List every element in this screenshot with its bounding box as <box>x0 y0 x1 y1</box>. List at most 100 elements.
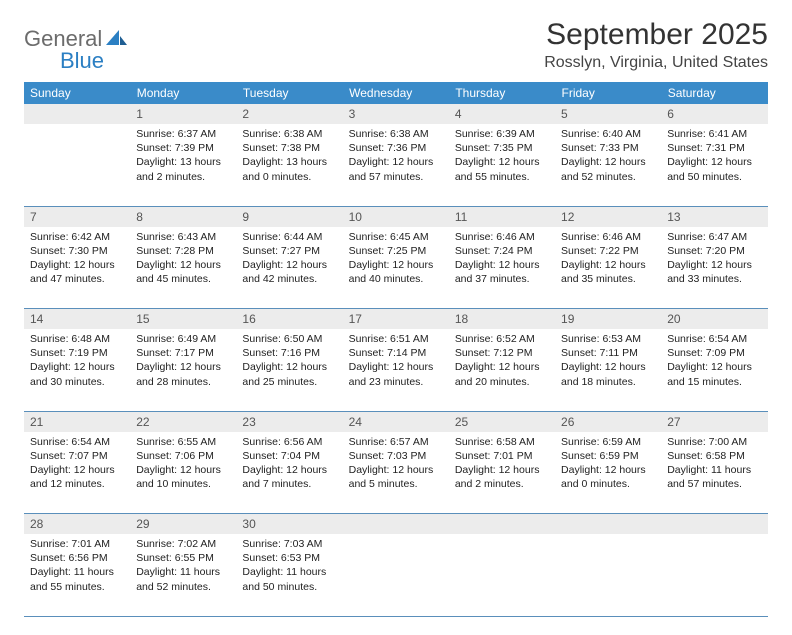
daylight-text: Daylight: 12 hours and 15 minutes. <box>667 360 761 388</box>
daynum-row: 21222324252627 <box>24 411 768 432</box>
sunrise-text: Sunrise: 6:52 AM <box>455 332 549 346</box>
day-number: 23 <box>236 411 342 432</box>
day-cell-body: Sunrise: 6:40 AMSunset: 7:33 PMDaylight:… <box>555 124 661 190</box>
sunset-text: Sunset: 7:11 PM <box>561 346 655 360</box>
daylight-text: Daylight: 11 hours and 50 minutes. <box>242 565 336 593</box>
day-cell-body: Sunrise: 6:41 AMSunset: 7:31 PMDaylight:… <box>661 124 767 190</box>
day-cell-body: Sunrise: 6:45 AMSunset: 7:25 PMDaylight:… <box>343 227 449 293</box>
day-cell-body <box>449 534 555 543</box>
day-cell-body: Sunrise: 6:46 AMSunset: 7:22 PMDaylight:… <box>555 227 661 293</box>
day-cell: Sunrise: 6:39 AMSunset: 7:35 PMDaylight:… <box>449 124 555 206</box>
day-cell: Sunrise: 6:38 AMSunset: 7:36 PMDaylight:… <box>343 124 449 206</box>
sunrise-text: Sunrise: 6:49 AM <box>136 332 230 346</box>
sunrise-text: Sunrise: 6:37 AM <box>136 127 230 141</box>
day-number: 9 <box>236 206 342 227</box>
sunrise-text: Sunrise: 6:43 AM <box>136 230 230 244</box>
title-block: September 2025 Rosslyn, Virginia, United… <box>544 18 768 72</box>
daylight-text: Daylight: 12 hours and 35 minutes. <box>561 258 655 286</box>
day-cell: Sunrise: 6:59 AMSunset: 6:59 PMDaylight:… <box>555 432 661 514</box>
sunrise-text: Sunrise: 6:38 AM <box>349 127 443 141</box>
day-cell-body: Sunrise: 7:01 AMSunset: 6:56 PMDaylight:… <box>24 534 130 600</box>
day-cell: Sunrise: 7:03 AMSunset: 6:53 PMDaylight:… <box>236 534 342 616</box>
daylight-text: Daylight: 12 hours and 42 minutes. <box>242 258 336 286</box>
day-cell: Sunrise: 6:46 AMSunset: 7:22 PMDaylight:… <box>555 227 661 309</box>
sunset-text: Sunset: 7:24 PM <box>455 244 549 258</box>
day-cell: Sunrise: 6:54 AMSunset: 7:09 PMDaylight:… <box>661 329 767 411</box>
day-cell-body: Sunrise: 6:55 AMSunset: 7:06 PMDaylight:… <box>130 432 236 498</box>
daylight-text: Daylight: 12 hours and 55 minutes. <box>455 155 549 183</box>
sunset-text: Sunset: 7:01 PM <box>455 449 549 463</box>
sunset-text: Sunset: 7:04 PM <box>242 449 336 463</box>
sunrise-text: Sunrise: 7:03 AM <box>242 537 336 551</box>
day-number: 21 <box>24 411 130 432</box>
day-cell-body: Sunrise: 6:51 AMSunset: 7:14 PMDaylight:… <box>343 329 449 395</box>
sunset-text: Sunset: 6:59 PM <box>561 449 655 463</box>
sunset-text: Sunset: 7:28 PM <box>136 244 230 258</box>
sunrise-text: Sunrise: 6:57 AM <box>349 435 443 449</box>
day-number <box>343 514 449 535</box>
sunrise-text: Sunrise: 6:47 AM <box>667 230 761 244</box>
day-cell: Sunrise: 6:41 AMSunset: 7:31 PMDaylight:… <box>661 124 767 206</box>
day-cell-body: Sunrise: 6:38 AMSunset: 7:36 PMDaylight:… <box>343 124 449 190</box>
sunrise-text: Sunrise: 6:46 AM <box>455 230 549 244</box>
day-number: 17 <box>343 309 449 330</box>
daylight-text: Daylight: 12 hours and 28 minutes. <box>136 360 230 388</box>
daylight-text: Daylight: 12 hours and 18 minutes. <box>561 360 655 388</box>
daylight-text: Daylight: 12 hours and 30 minutes. <box>30 360 124 388</box>
daylight-text: Daylight: 12 hours and 10 minutes. <box>136 463 230 491</box>
day-cell-body <box>661 534 767 543</box>
daylight-text: Daylight: 12 hours and 33 minutes. <box>667 258 761 286</box>
day-cell: Sunrise: 6:48 AMSunset: 7:19 PMDaylight:… <box>24 329 130 411</box>
sunrise-text: Sunrise: 6:45 AM <box>349 230 443 244</box>
sunrise-text: Sunrise: 6:54 AM <box>30 435 124 449</box>
day-number: 28 <box>24 514 130 535</box>
day-cell-body: Sunrise: 6:58 AMSunset: 7:01 PMDaylight:… <box>449 432 555 498</box>
day-cell: Sunrise: 6:38 AMSunset: 7:38 PMDaylight:… <box>236 124 342 206</box>
day-number: 20 <box>661 309 767 330</box>
sunrise-text: Sunrise: 6:39 AM <box>455 127 549 141</box>
day-number: 8 <box>130 206 236 227</box>
daynum-row: 78910111213 <box>24 206 768 227</box>
day-number: 7 <box>24 206 130 227</box>
calendar-body: 123456Sunrise: 6:37 AMSunset: 7:39 PMDay… <box>24 104 768 616</box>
day-cell: Sunrise: 6:47 AMSunset: 7:20 PMDaylight:… <box>661 227 767 309</box>
day-cell-body <box>24 124 130 133</box>
sunrise-text: Sunrise: 6:46 AM <box>561 230 655 244</box>
location-text: Rosslyn, Virginia, United States <box>544 54 768 72</box>
weekday-header: Friday <box>555 82 661 104</box>
sunset-text: Sunset: 7:31 PM <box>667 141 761 155</box>
sunrise-text: Sunrise: 7:00 AM <box>667 435 761 449</box>
day-cell <box>661 534 767 616</box>
day-cell: Sunrise: 6:54 AMSunset: 7:07 PMDaylight:… <box>24 432 130 514</box>
day-cell: Sunrise: 6:40 AMSunset: 7:33 PMDaylight:… <box>555 124 661 206</box>
day-number: 12 <box>555 206 661 227</box>
day-cell-body: Sunrise: 6:52 AMSunset: 7:12 PMDaylight:… <box>449 329 555 395</box>
sunrise-text: Sunrise: 6:53 AM <box>561 332 655 346</box>
day-number: 11 <box>449 206 555 227</box>
daylight-text: Daylight: 12 hours and 23 minutes. <box>349 360 443 388</box>
day-cell-body: Sunrise: 7:00 AMSunset: 6:58 PMDaylight:… <box>661 432 767 498</box>
day-cell-body: Sunrise: 6:38 AMSunset: 7:38 PMDaylight:… <box>236 124 342 190</box>
day-cell-body: Sunrise: 6:50 AMSunset: 7:16 PMDaylight:… <box>236 329 342 395</box>
day-cell: Sunrise: 6:51 AMSunset: 7:14 PMDaylight:… <box>343 329 449 411</box>
day-number: 27 <box>661 411 767 432</box>
sunset-text: Sunset: 6:58 PM <box>667 449 761 463</box>
day-number: 25 <box>449 411 555 432</box>
sunrise-text: Sunrise: 6:58 AM <box>455 435 549 449</box>
sunset-text: Sunset: 7:30 PM <box>30 244 124 258</box>
day-cell <box>449 534 555 616</box>
day-number: 22 <box>130 411 236 432</box>
day-number: 13 <box>661 206 767 227</box>
sunset-text: Sunset: 7:19 PM <box>30 346 124 360</box>
sunrise-text: Sunrise: 6:51 AM <box>349 332 443 346</box>
header: GeneralBlue September 2025 Rosslyn, Virg… <box>24 18 768 74</box>
day-number: 14 <box>24 309 130 330</box>
daylight-text: Daylight: 12 hours and 50 minutes. <box>667 155 761 183</box>
weekday-header: Monday <box>130 82 236 104</box>
weekday-header: Sunday <box>24 82 130 104</box>
day-number <box>449 514 555 535</box>
sunset-text: Sunset: 7:33 PM <box>561 141 655 155</box>
sunset-text: Sunset: 6:56 PM <box>30 551 124 565</box>
day-number <box>24 104 130 124</box>
day-cell: Sunrise: 6:55 AMSunset: 7:06 PMDaylight:… <box>130 432 236 514</box>
